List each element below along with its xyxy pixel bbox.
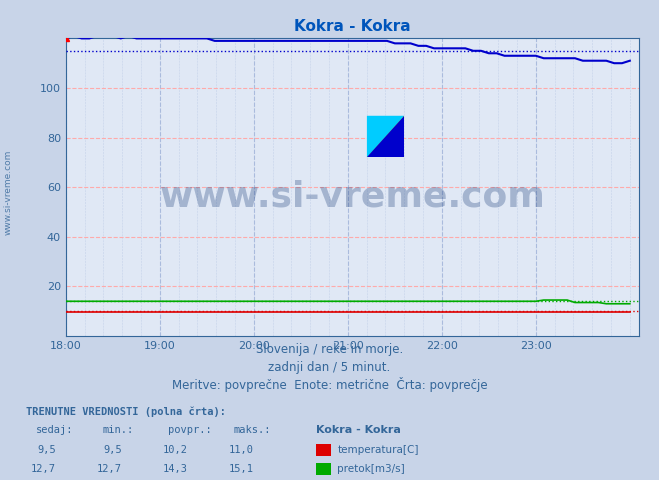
- Text: pretok[m3/s]: pretok[m3/s]: [337, 464, 405, 474]
- Text: 12,7: 12,7: [97, 464, 122, 474]
- Text: Kokra - Kokra: Kokra - Kokra: [316, 425, 401, 435]
- Text: Slovenija / reke in morje.: Slovenija / reke in morje.: [256, 343, 403, 356]
- Text: maks.:: maks.:: [234, 425, 272, 435]
- Text: 10,2: 10,2: [163, 444, 188, 455]
- Polygon shape: [367, 116, 404, 157]
- Text: www.si-vreme.com: www.si-vreme.com: [3, 149, 13, 235]
- Text: TRENUTNE VREDNOSTI (polna črta):: TRENUTNE VREDNOSTI (polna črta):: [26, 407, 226, 417]
- Text: 11,0: 11,0: [229, 444, 254, 455]
- Polygon shape: [367, 116, 404, 157]
- Text: temperatura[C]: temperatura[C]: [337, 444, 419, 455]
- Text: zadnji dan / 5 minut.: zadnji dan / 5 minut.: [268, 361, 391, 374]
- Text: sedaj:: sedaj:: [36, 425, 74, 435]
- Text: povpr.:: povpr.:: [168, 425, 212, 435]
- Title: Kokra - Kokra: Kokra - Kokra: [295, 20, 411, 35]
- Text: 9,5: 9,5: [103, 444, 122, 455]
- Text: 14,3: 14,3: [163, 464, 188, 474]
- Text: www.si-vreme.com: www.si-vreme.com: [159, 179, 546, 213]
- Text: min.:: min.:: [102, 425, 133, 435]
- Text: 9,5: 9,5: [38, 444, 56, 455]
- Text: Meritve: povprečne  Enote: metrične  Črta: povprečje: Meritve: povprečne Enote: metrične Črta:…: [172, 377, 487, 392]
- Text: 15,1: 15,1: [229, 464, 254, 474]
- Bar: [367, 116, 404, 157]
- Text: 12,7: 12,7: [31, 464, 56, 474]
